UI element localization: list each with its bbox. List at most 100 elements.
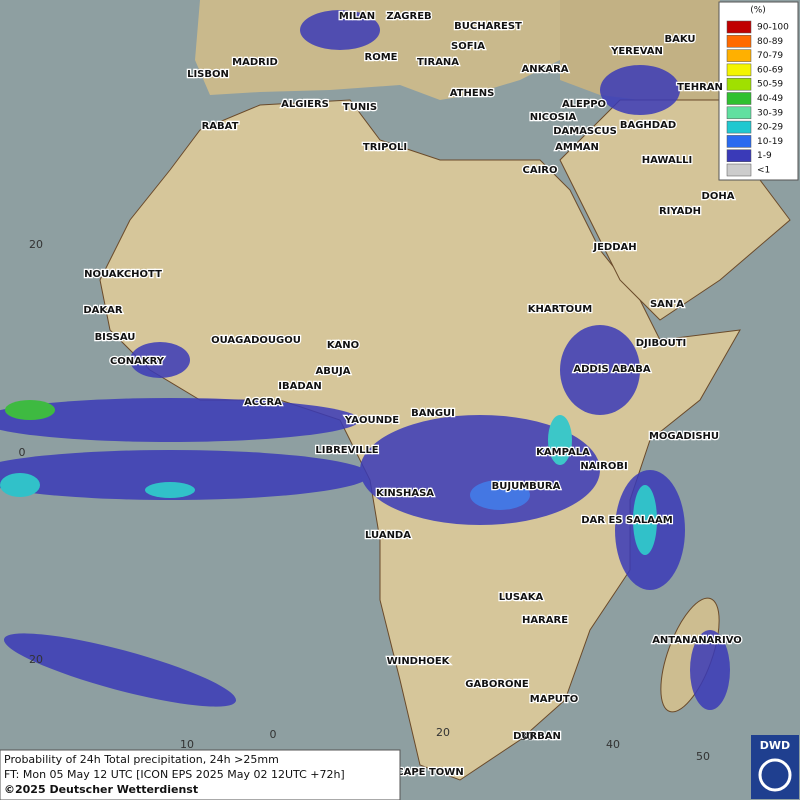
- city-label: SAN'A: [650, 299, 684, 310]
- city-label: LIBREVILLE: [315, 445, 378, 456]
- city-label: ZAGREB: [386, 11, 431, 22]
- precipitation: [0, 10, 730, 710]
- lon-label: 30: [520, 730, 534, 743]
- city-label: LUANDA: [365, 530, 411, 541]
- city-label: GABORONE: [465, 679, 529, 690]
- legend: (%) 90-100 80-89 70-79 60-69 50-59 40-49 30-39…: [718, 1, 799, 181]
- footer-line: Probability of 24h Total precipitation, …: [4, 753, 279, 766]
- city-label: ADDIS ABABA: [573, 364, 650, 375]
- city-label: CONAKRY: [110, 356, 165, 367]
- city-label: ATHENS: [450, 88, 495, 99]
- legend-label: 10-19: [757, 137, 783, 147]
- legend-label: 70-79: [757, 51, 783, 61]
- city-label: DOHA: [702, 191, 735, 202]
- legend-swatch: [726, 92, 752, 105]
- legend-swatch: [726, 120, 752, 134]
- legend-label: 20-29: [757, 123, 783, 133]
- city-label: RABAT: [202, 121, 239, 132]
- footer-line: ©2025 Deutscher Wetterdienst: [4, 783, 198, 796]
- city-label: TIRANA: [417, 57, 459, 68]
- legend-label: 50-59: [757, 80, 783, 90]
- lat-label: 20: [29, 238, 43, 251]
- europe: [195, 0, 560, 100]
- city-label: JEDDAH: [592, 242, 636, 253]
- city-label: NOUAKCHOTT: [84, 269, 162, 280]
- city-label: DURBAN: [513, 731, 561, 742]
- city-label: KHARTOUM: [528, 304, 593, 315]
- legend-swatch: [726, 163, 752, 177]
- legend-swatch: [726, 63, 752, 77]
- legend-title: (%): [750, 6, 766, 16]
- city-label: NAIROBI: [580, 461, 627, 472]
- city-label: ALGIERS: [281, 99, 329, 110]
- legend-label: 60-69: [757, 65, 783, 75]
- logo-text: DWD: [760, 739, 790, 752]
- city-label: KANO: [327, 340, 359, 351]
- city-label: YAOUNDE: [344, 415, 399, 426]
- legend-label: 80-89: [757, 37, 783, 47]
- city-label: HAWALLI: [642, 155, 692, 166]
- footer-line: FT: Mon 05 May 12 UTC [ICON EPS 2025 May…: [4, 768, 345, 781]
- city-label: YEREVAN: [610, 46, 663, 57]
- legend-swatch: [726, 106, 752, 120]
- legend-label: 40-49: [757, 94, 783, 104]
- lon-label: 20: [436, 726, 450, 739]
- city-label: BUCHAREST: [454, 21, 522, 32]
- city-label: DAKAR: [83, 305, 123, 316]
- city-label: LUSAKA: [499, 592, 544, 603]
- legend-label: <1: [757, 166, 770, 176]
- city-label: MOGADISHU: [649, 431, 719, 442]
- city-label: AMMAN: [555, 142, 599, 153]
- legend-label: 90-100: [757, 23, 789, 33]
- city-label: ALEPPO: [562, 99, 606, 110]
- city-label: DAR ES SALAAM: [581, 515, 673, 526]
- legend-swatch: [726, 49, 752, 62]
- city-label: NICOSIA: [530, 112, 577, 123]
- city-label: MAPUTO: [530, 694, 578, 705]
- legend-label: 30-39: [757, 108, 783, 118]
- city-label: MADRID: [232, 57, 278, 68]
- city-label: MILAN: [339, 11, 375, 22]
- city-label: WINDHOEK: [387, 656, 451, 667]
- city-label: TEHRAN: [677, 82, 723, 93]
- lon-label: 0: [270, 728, 277, 741]
- legend-swatch: [726, 35, 752, 48]
- city-label: KINSHASA: [376, 488, 434, 499]
- city-label: ANKARA: [521, 64, 568, 75]
- lon-label: 50: [696, 750, 710, 763]
- city-label: CAPE TOWN: [396, 767, 463, 778]
- city-label: ACCRA: [244, 397, 282, 408]
- city-label: TUNIS: [343, 102, 377, 113]
- legend-label: 1-9: [757, 151, 772, 161]
- city-label: BAKU: [664, 34, 695, 45]
- city-label: IBADAN: [278, 381, 322, 392]
- lon-label: 10: [180, 738, 194, 751]
- legend-swatch: [726, 77, 752, 91]
- city-label: DJIBOUTI: [636, 338, 687, 349]
- city-label: ANTANANARIVO: [652, 635, 742, 646]
- city-label: LISBON: [187, 69, 229, 80]
- city-label: BANGUI: [411, 408, 455, 419]
- city-label: TRIPOLI: [363, 142, 407, 153]
- city-label: HARARE: [522, 615, 568, 626]
- city-label: RIYADH: [659, 206, 701, 217]
- city-label: CAIRO: [523, 165, 558, 176]
- city-label: BAGHDAD: [620, 120, 676, 131]
- city-label: ROME: [365, 52, 398, 63]
- city-label: OUAGADOUGOU: [211, 335, 301, 346]
- city-label: BISSAU: [95, 332, 136, 343]
- legend-swatch: [726, 149, 752, 162]
- city-label: KAMPALA: [536, 447, 590, 458]
- city-label: BUJUMBURA: [492, 481, 561, 492]
- legend-swatch: [726, 135, 752, 148]
- lat-label: 0: [19, 446, 26, 459]
- city-label: DAMASCUS: [553, 126, 617, 137]
- lat-label: 20: [29, 653, 43, 666]
- legend-swatch: [726, 20, 752, 34]
- lon-label: 40: [606, 738, 620, 751]
- city-label: SOFIA: [451, 41, 485, 52]
- footer-box: [0, 749, 401, 800]
- logo: [751, 735, 799, 799]
- city-label: ABUJA: [316, 366, 351, 377]
